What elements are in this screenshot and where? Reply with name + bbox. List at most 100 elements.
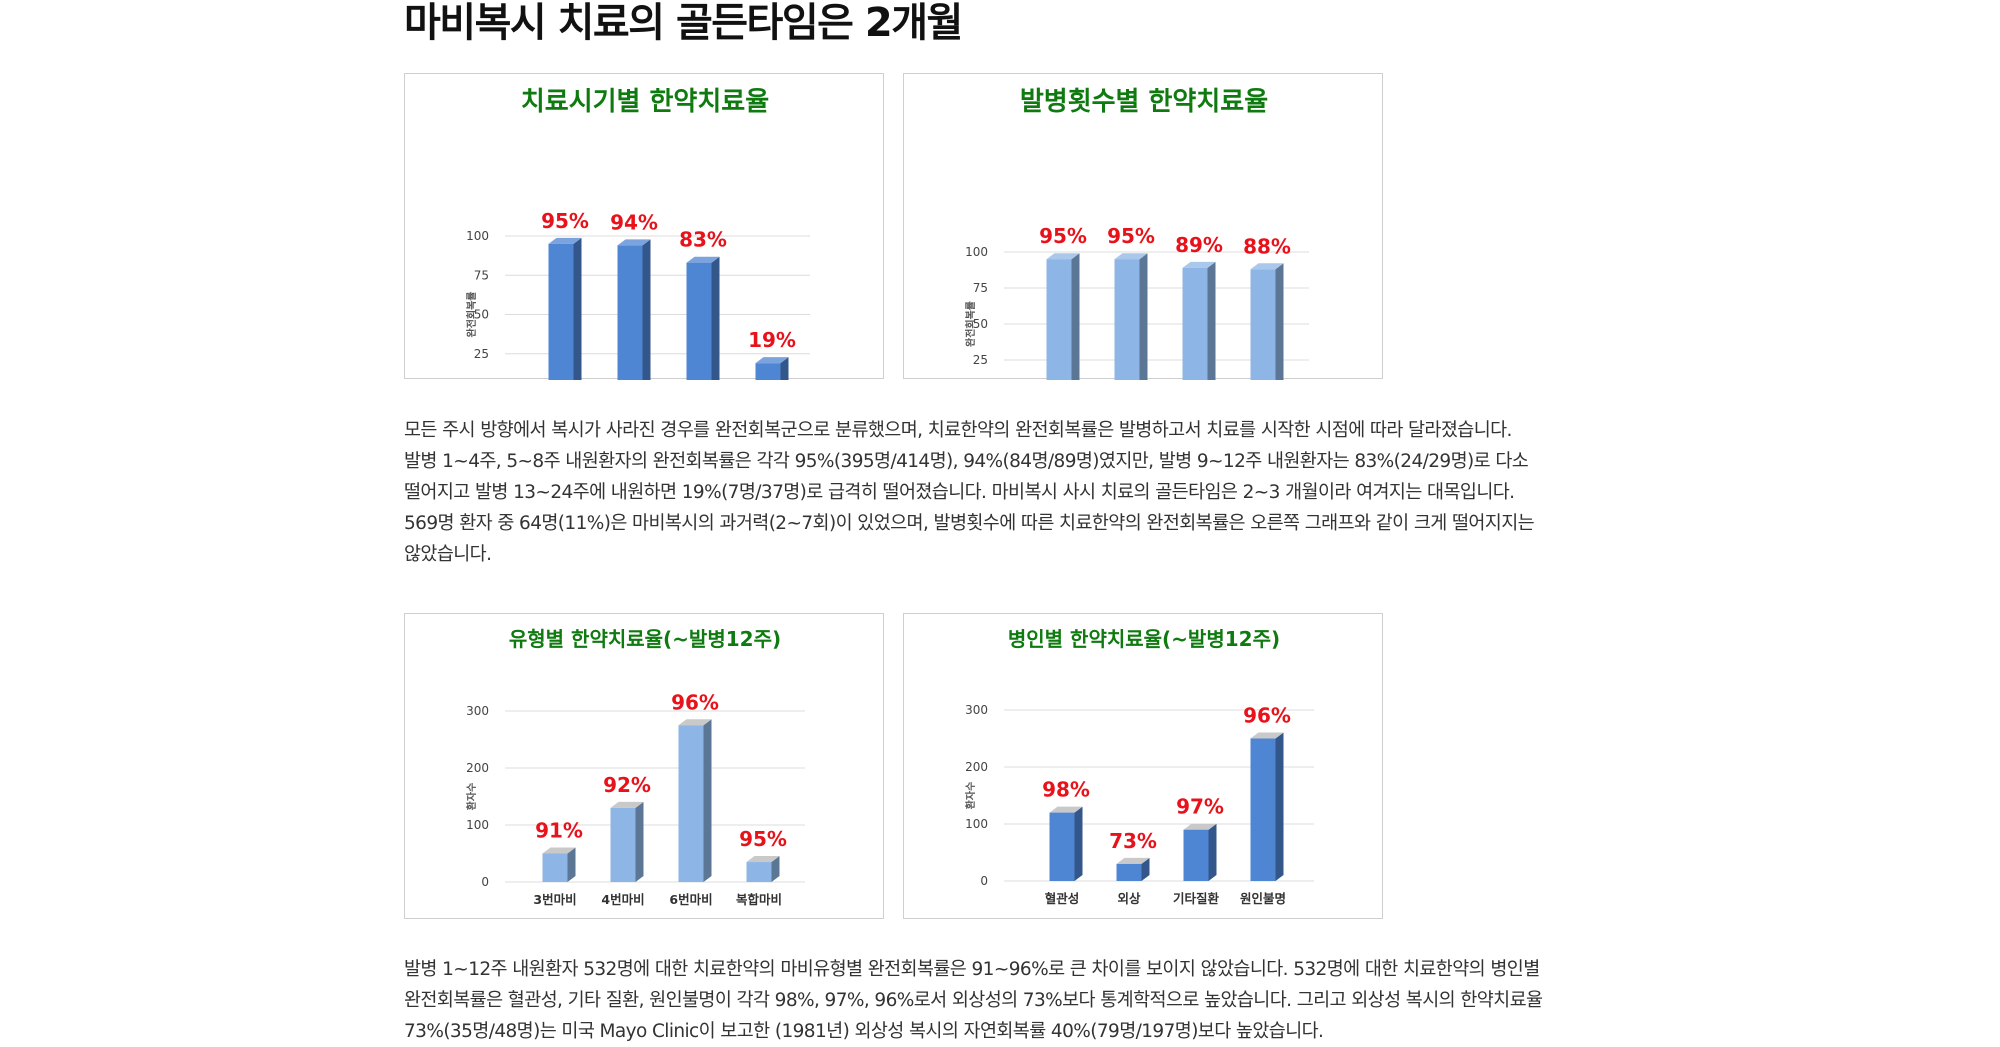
- data-label: 94%: [610, 210, 658, 234]
- y-tick-label: 200: [965, 760, 988, 774]
- y-tick-label: 0: [481, 875, 489, 889]
- data-label: 88%: [1243, 234, 1291, 258]
- bar-top: [755, 357, 789, 364]
- chart-title: 치료시기별 한약치료율: [521, 87, 769, 117]
- data-label: 95%: [1039, 224, 1087, 248]
- bar: [1182, 267, 1208, 380]
- paragraph-line: 모든 주시 방향에서 복시가 사라진 경우를 완전회복군으로 분류했으며, 치료…: [404, 420, 1512, 441]
- y-tick-label: 75: [973, 281, 988, 295]
- x-tick-label: 6번마비: [669, 892, 712, 907]
- x-tick-label: 원인불명: [1240, 891, 1286, 906]
- chart-title: 병인별 한약치료율(~발병12주): [1008, 627, 1280, 651]
- chart-svg: 치료시기별 한약치료율0255075100완전회복률95%1~4주94%5~8주…: [465, 87, 810, 380]
- bar: [1046, 259, 1072, 380]
- y-axis-label: 완전회복률: [964, 301, 977, 347]
- bar-top: [548, 237, 582, 244]
- bar: [755, 363, 781, 380]
- paragraph-line: 완전회복률은 혈관성, 기타 질환, 원인불명이 각각 98%, 97%, 96…: [404, 990, 1543, 1011]
- bar-top: [1116, 857, 1150, 864]
- paragraph-etiology: 발병 1~12주 내원환자 532명에 대한 치료한약의 마비유형별 완전회복률…: [404, 954, 1644, 1047]
- bar-side: [1141, 857, 1150, 881]
- y-tick-label: 200: [466, 761, 489, 775]
- chart-svg: 유형별 한약치료율(~발병12주) 0 100 200 300 환자수 91% 3번마비 92%…: [465, 627, 805, 907]
- paragraph-line: 않았습니다.: [404, 544, 492, 565]
- data-label: 92%: [603, 773, 651, 797]
- data-label: 97%: [1176, 795, 1224, 819]
- x-tick-label: 3번마비: [533, 892, 576, 907]
- chart-title: 유형별 한약치료율(~발병12주): [509, 627, 781, 651]
- paragraph-line: 떨어지고 발병 13~24주에 내원하면 19%(7명/37명)로 급격히 떨어…: [404, 482, 1515, 503]
- data-label: 91%: [535, 819, 583, 843]
- data-label: 89%: [1175, 233, 1223, 257]
- x-tick-label: 4번마비: [601, 892, 644, 907]
- data-label: 95%: [541, 209, 589, 233]
- bar: [548, 243, 574, 380]
- chart-svg: 병인별 한약치료율(~발병12주) 0 100 200 300 환자수 98% 혈관성 73% 외…: [964, 627, 1314, 906]
- page-title: 마비복시 치료의 골든타임은 2개월: [404, 0, 963, 46]
- bar-side: [1275, 263, 1284, 380]
- bar-top: [678, 719, 712, 726]
- y-axis-label: 환자수: [465, 783, 478, 811]
- data-label: 73%: [1109, 829, 1157, 853]
- bar: [1116, 863, 1142, 881]
- bar: [1049, 812, 1075, 881]
- bar-side: [780, 357, 789, 380]
- bar: [617, 245, 643, 380]
- y-tick-label: 100: [965, 245, 988, 259]
- chart-paralysis-type: 유형별 한약치료율(~발병12주) 0 100 200 300 환자수 91% 3번마비 92%…: [404, 613, 884, 919]
- y-axis-label: 완전회복률: [465, 292, 478, 338]
- x-tick-label: 기타질환: [1173, 891, 1220, 906]
- bar-top: [746, 856, 780, 863]
- bar-top: [1049, 806, 1083, 813]
- bar-side: [573, 237, 582, 380]
- chart-onset-count: 발병횟수별 한약치료율0255075100완전회복률95%1회95%2회89%3…: [903, 73, 1383, 380]
- bar: [1250, 738, 1276, 881]
- bar: [1114, 259, 1140, 380]
- data-label: 95%: [1107, 224, 1155, 248]
- bar: [1183, 829, 1209, 881]
- bar-side: [642, 239, 651, 380]
- data-label: 95%: [739, 827, 787, 851]
- y-tick-label: 75: [474, 268, 489, 282]
- bar-top: [1182, 261, 1216, 268]
- bar: [1250, 269, 1276, 380]
- y-tick-label: 0: [980, 874, 988, 888]
- y-tick-label: 300: [965, 703, 988, 717]
- chart-title: 발병횟수별 한약치료율: [1020, 87, 1268, 117]
- bar-side: [1208, 823, 1217, 881]
- y-tick-label: 50: [474, 308, 489, 322]
- bar-side: [1275, 732, 1284, 881]
- bar-top: [1114, 253, 1148, 260]
- bar-top: [542, 847, 576, 854]
- bar-side: [1207, 261, 1216, 380]
- x-tick-label: 혈관성: [1045, 891, 1080, 906]
- y-tick-label: 100: [466, 229, 489, 243]
- x-tick-label: 복합마비: [736, 892, 782, 907]
- y-tick-label: 25: [474, 347, 489, 361]
- data-label: 96%: [671, 690, 719, 714]
- data-label: 83%: [679, 228, 727, 252]
- paragraph-line: 73%(35명/48명)는 미국 Mayo Clinic이 보고한 (1981년…: [404, 1021, 1324, 1042]
- data-label: 98%: [1042, 778, 1090, 802]
- bar: [678, 725, 704, 882]
- bar-side: [567, 847, 576, 882]
- y-tick-label: 50: [973, 317, 988, 331]
- y-tick-label: 25: [973, 353, 988, 367]
- bar-top: [1046, 253, 1080, 260]
- chart-treatment-timing: 치료시기별 한약치료율0255075100완전회복률95%1~4주94%5~8주…: [404, 73, 884, 380]
- bar-side: [1071, 253, 1080, 380]
- bar-side: [711, 256, 720, 380]
- bar-side: [703, 719, 712, 882]
- chart-svg: 발병횟수별 한약치료율0255075100완전회복률95%1회95%2회89%3…: [964, 87, 1309, 380]
- chart-etiology: 병인별 한약치료율(~발병12주) 0 100 200 300 환자수 98% 혈관성 73% 외…: [903, 613, 1383, 919]
- paragraph-line: 569명 환자 중 64명(11%)은 마비복시의 과거력(2~7회)이 있었으…: [404, 513, 1535, 534]
- bar-top: [617, 239, 651, 246]
- bar: [746, 862, 772, 882]
- y-tick-label: 300: [466, 704, 489, 718]
- bar-top: [1250, 732, 1284, 739]
- data-label: 96%: [1243, 704, 1291, 728]
- bar: [686, 262, 712, 380]
- y-tick-label: 100: [965, 817, 988, 831]
- bar-top: [1183, 823, 1217, 830]
- bar-side: [1074, 806, 1083, 881]
